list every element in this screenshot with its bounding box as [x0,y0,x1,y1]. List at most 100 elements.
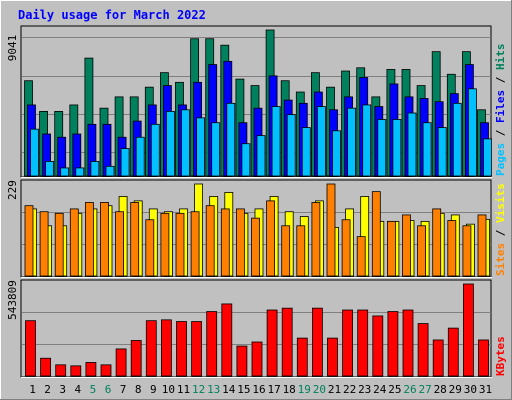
legend-sep-2: / [494,76,507,83]
sites-bar-31 [477,214,487,277]
pages-bar-15 [241,143,251,177]
sites-bar-25 [386,220,396,277]
pages-bar-4 [75,167,85,177]
pages-bar-28 [437,127,447,177]
legend-kbytes: KBytes [494,336,507,376]
pages-bar-12 [196,117,206,177]
sites-bar-4 [69,208,79,277]
sites-bar-17 [266,200,276,277]
kbytes-bar-24 [372,315,384,377]
sites-bar-2 [39,211,49,277]
top-panel [20,25,492,178]
day-label-21: 21 [328,383,341,396]
kbytes-bar-30 [462,283,474,377]
pages-bar-10 [165,111,175,177]
kbytes-bar-2 [40,357,51,377]
sites-bar-11 [175,212,185,277]
sites-bar-14 [220,208,230,277]
kbytes-bar-12 [191,321,203,377]
top-max-label: 9041 [6,35,19,62]
day-label-9: 9 [150,383,157,396]
kbytes-bar-14 [221,303,233,377]
kbytes-bar-26 [402,309,414,377]
legend-sep-1: / [494,129,507,136]
pages-bar-31 [483,138,492,177]
bottom-max-label: 543809 [6,280,19,320]
legend-files: Files [494,90,507,123]
kbytes-bar-3 [55,364,67,377]
pages-bar-1 [30,128,39,177]
day-label-5: 5 [90,383,97,396]
day-label-20: 20 [313,383,326,396]
kbytes-bar-18 [281,307,293,377]
pages-bar-25 [392,119,402,177]
chart-title: Daily usage for March 2022 [18,8,206,22]
legend-pages: Pages [494,143,507,176]
day-label-1: 1 [29,383,36,396]
pages-bar-17 [271,106,281,177]
sites-bar-3 [54,212,64,277]
kbytes-bar-28 [432,339,444,377]
day-label-12: 12 [192,383,205,396]
day-label-18: 18 [283,383,296,396]
sites-bar-6 [100,202,109,277]
pages-bar-16 [256,135,266,177]
sites-bar-5 [85,202,94,277]
kbytes-bar-19 [296,337,308,377]
day-label-7: 7 [120,383,127,396]
sites-bar-20 [311,202,321,277]
middle-max-label: 229 [6,180,19,200]
sites-bar-10 [160,212,170,277]
middle-panel-bars [24,183,490,277]
sites-bar-27 [417,225,427,277]
pages-bar-20 [316,106,326,177]
day-labels: 1 2 3 4 5 6 7 8 9 10 11 12 13 14 15 16 17 18 19 20 21 22 23 24 2… [29,383,492,396]
kbytes-bar-9 [145,320,157,377]
pages-bar-30 [467,88,477,177]
kbytes-bar-5 [85,362,97,377]
legend-middle: Sites / Visits [494,183,507,276]
day-label-24: 24 [373,383,387,396]
sites-bar-23 [356,236,366,277]
pages-bar-18 [286,114,296,177]
sites-bar-8 [130,202,140,277]
sites-bar-7 [115,211,124,277]
kbytes-bar-25 [387,311,399,377]
bottom-panel-bars [25,283,489,377]
pages-bar-14 [226,102,236,177]
kbytes-bar-21 [327,337,338,377]
kbytes-bar-20 [311,307,323,377]
pages-bar-21 [332,130,341,177]
kbytes-bar-6 [100,364,112,377]
sites-bar-19 [296,225,306,277]
sites-bar-22 [341,219,351,277]
pages-bar-27 [422,122,432,177]
pages-bar-5 [90,161,100,177]
pages-bar-11 [181,109,190,177]
sites-bar-9 [145,219,155,277]
kbytes-bar-7 [115,348,127,377]
day-label-13: 13 [207,383,220,396]
kbytes-bar-15 [236,345,248,377]
day-label-29: 29 [449,383,462,396]
day-label-3: 3 [59,383,66,396]
pages-bar-7 [120,148,130,177]
sites-bar-24 [371,191,381,277]
day-label-23: 23 [358,383,371,396]
kbytes-bar-17 [266,309,278,377]
kbytes-bar-16 [251,341,263,377]
day-label-27: 27 [418,383,431,396]
sites-bar-28 [432,208,442,277]
day-label-14: 14 [222,383,236,396]
day-label-25: 25 [388,383,401,396]
sites-bar-26 [402,214,411,277]
day-label-30: 30 [464,383,477,396]
day-label-8: 8 [135,383,142,396]
day-label-16: 16 [252,383,265,396]
middle-panel [20,179,492,278]
pages-bar-6 [105,165,115,177]
pages-bar-22 [347,107,357,177]
day-label-17: 17 [267,383,280,396]
legend-visits: Visits [494,183,507,223]
pages-bar-19 [301,127,311,177]
